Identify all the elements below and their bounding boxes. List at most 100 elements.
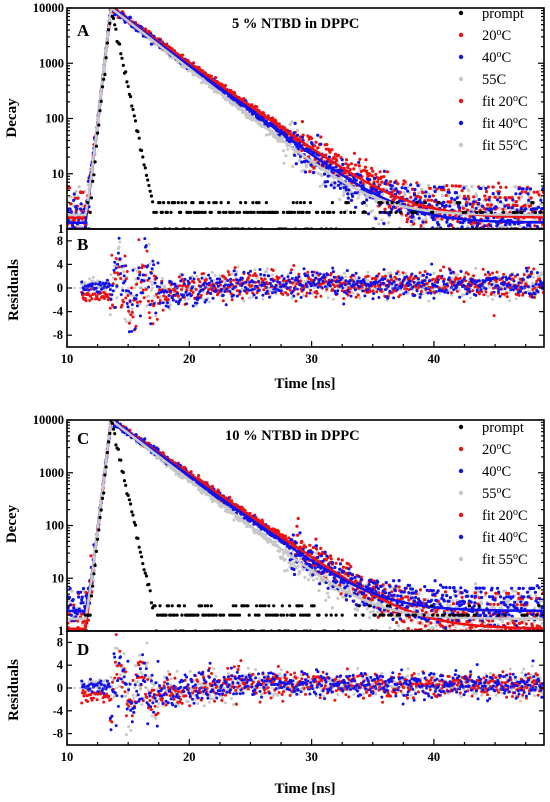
data-point: [497, 181, 501, 185]
data-point: [289, 538, 293, 542]
data-point: [325, 160, 329, 164]
data-point: [395, 201, 399, 205]
data-point: [318, 582, 322, 586]
data-point: [466, 594, 470, 598]
data-point: [239, 201, 243, 205]
data-point: [487, 619, 491, 623]
data-point: [354, 205, 358, 209]
data-point: [442, 599, 446, 603]
data-point: [149, 42, 153, 46]
data-point: [323, 180, 327, 184]
data-point: [484, 591, 488, 595]
data-point: [460, 591, 464, 595]
data-point: [382, 169, 386, 173]
data-point: [385, 170, 389, 174]
data-point: [277, 530, 281, 534]
data-point: [340, 158, 344, 162]
data-point: [484, 186, 488, 191]
data-point: [365, 169, 369, 173]
data-point: [77, 185, 81, 189]
series-55oC: [67, 420, 544, 631]
data-point: [431, 589, 435, 593]
data-point: [359, 575, 363, 579]
data-point: [486, 216, 490, 220]
data-point: [530, 624, 535, 628]
data-point: [357, 164, 361, 168]
fit-line-fit-40oC: [67, 8, 543, 224]
data-point: [412, 193, 416, 197]
data-point: [314, 544, 319, 548]
data-point: [113, 23, 117, 27]
data-point: [351, 194, 355, 198]
data-point: [431, 210, 435, 214]
data-point: [343, 171, 347, 175]
data-point: [478, 210, 482, 214]
data-point: [338, 567, 342, 571]
data-point: [300, 539, 304, 544]
data-point: [419, 201, 423, 205]
data-point: [111, 16, 116, 20]
data-point: [229, 210, 233, 214]
data-point: [513, 210, 517, 214]
data-point: [132, 114, 136, 118]
data-point: [71, 225, 75, 229]
data-point: [447, 194, 451, 198]
data-point: [373, 176, 377, 180]
data-point: [455, 201, 459, 205]
data-point: [392, 593, 396, 597]
data-point: [503, 204, 507, 208]
data-point: [468, 202, 472, 206]
data-point: [141, 155, 145, 159]
data-point: [364, 158, 368, 162]
data-point: [290, 120, 294, 124]
data-point: [376, 180, 380, 184]
data-point: [460, 225, 464, 229]
data-point: [144, 173, 149, 177]
data-point: [88, 210, 92, 214]
data-point: [419, 224, 423, 228]
data-point: [536, 205, 541, 209]
data-point: [414, 197, 418, 201]
data-point: [433, 189, 437, 194]
data-point: [482, 586, 486, 590]
data-point: [356, 196, 360, 200]
data-point: [119, 52, 123, 56]
data-point: [162, 201, 166, 205]
data-point: [461, 610, 465, 614]
data-point: [403, 180, 407, 184]
data-point: [382, 175, 386, 179]
data-point: [429, 621, 433, 625]
y-tick-label: 10: [52, 167, 65, 181]
data-point: [169, 210, 173, 214]
data-point: [381, 210, 385, 214]
data-point: [336, 153, 341, 157]
data-point: [534, 593, 538, 598]
data-point: [288, 122, 292, 126]
data-point: [417, 592, 421, 596]
data-point: [348, 168, 352, 172]
data-point: [490, 586, 494, 590]
data-point: [424, 217, 428, 221]
data-point: [494, 591, 498, 595]
data-point: [361, 210, 365, 214]
data-point: [304, 561, 308, 566]
data-point: [299, 201, 303, 205]
data-point: [301, 210, 305, 214]
data-point: [436, 589, 440, 593]
data-point: [456, 203, 460, 207]
data-point: [394, 187, 398, 191]
data-point: [339, 592, 343, 596]
series-20oC: [67, 8, 544, 229]
data-point: [376, 610, 380, 614]
data-point: [358, 180, 363, 184]
data-point: [458, 220, 462, 224]
data-point: [310, 550, 314, 554]
data-point: [344, 566, 349, 570]
data-point: [346, 574, 350, 578]
data-point: [201, 201, 205, 205]
data-point: [242, 210, 246, 214]
data-point: [423, 624, 427, 628]
data-point: [344, 158, 349, 162]
data-point: [327, 562, 331, 566]
